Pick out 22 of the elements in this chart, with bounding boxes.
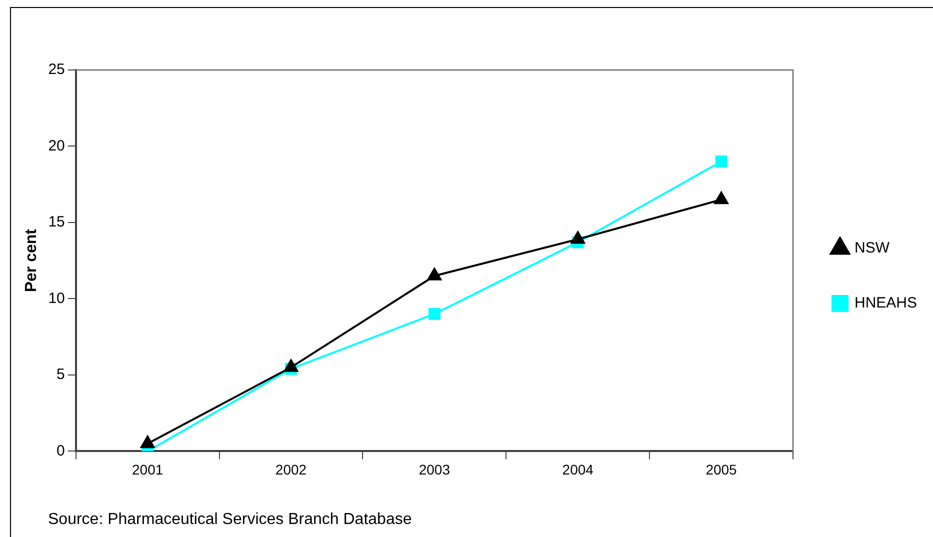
x-tick-label: 2002 (275, 461, 307, 478)
y-tick-label: 5 (56, 366, 65, 384)
y-tick-label: 10 (48, 290, 65, 307)
y-axis-title: Per cent (23, 228, 40, 292)
y-tick-label: 25 (48, 61, 65, 78)
point (427, 268, 442, 280)
legend-label: NSW (854, 240, 890, 257)
y-tick-label: 0 (56, 442, 65, 460)
point (714, 192, 728, 204)
point (428, 308, 440, 320)
y-tick-label: 20 (48, 137, 65, 154)
point (570, 231, 585, 244)
x-tick-label: 2003 (418, 461, 450, 478)
point (140, 436, 155, 448)
legend-label: HNEAHS (854, 294, 918, 312)
point (715, 156, 728, 168)
point (284, 359, 298, 372)
y-tick-label: 15 (48, 214, 65, 231)
x-tick-label: 2005 (706, 461, 738, 478)
x-tick-label: 2001 (132, 461, 164, 478)
source-note: Source: Pharmaceutical Services Branch Database (48, 511, 412, 528)
x-tick-label: 2004 (562, 461, 594, 478)
